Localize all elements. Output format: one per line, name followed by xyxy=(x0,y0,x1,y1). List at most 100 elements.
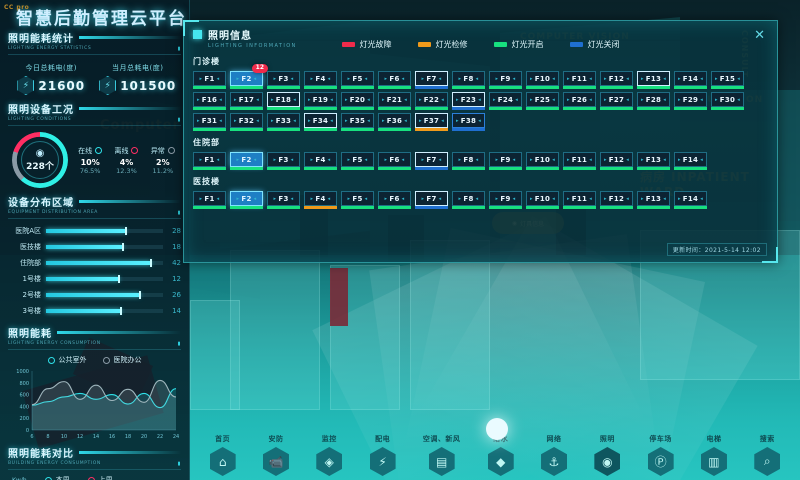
cell-box: ▸ F2 ◂ xyxy=(230,152,263,167)
close-icon[interactable]: ✕ xyxy=(754,28,765,43)
cell-label: F1 xyxy=(204,155,215,164)
lighting-cell-f3[interactable]: ▸ F3 ◂ xyxy=(267,191,300,209)
lighting-cell-f16[interactable]: ▸ F16 ◂ xyxy=(193,92,226,110)
lighting-cell-f4[interactable]: ▸ F4 ◂ xyxy=(304,191,337,209)
svg-text:18: 18 xyxy=(125,434,131,439)
nav-item-bolt[interactable]: ⚡ 配电 xyxy=(369,434,396,476)
lighting-cell-f10[interactable]: ▸ F10 ◂ xyxy=(526,191,559,209)
nav-item-water[interactable]: ◆给水 xyxy=(487,434,514,476)
nav-item-parking[interactable]: Ⓟ 停车场 xyxy=(647,434,674,476)
bracket-icon: ◂ xyxy=(512,75,516,82)
cell-status-bar xyxy=(452,128,485,131)
lighting-cell-f1[interactable]: ▸ F1 ◂ xyxy=(193,191,226,209)
nav-item-home[interactable]: ⌂ 首页 xyxy=(209,434,236,476)
nav-item-shield[interactable]: ◈ 监控 xyxy=(316,434,343,476)
lighting-cell-f29[interactable]: ▸ F29 ◂ xyxy=(674,92,707,110)
lighting-cell-f9[interactable]: ▸ F9 ◂ xyxy=(489,71,522,89)
lighting-cell-f15[interactable]: ▸ F15 ◂ xyxy=(711,71,744,89)
lighting-cell-f36[interactable]: ▸ F36 ◂ xyxy=(378,113,411,131)
lighting-cell-f26[interactable]: ▸ F26 ◂ xyxy=(563,92,596,110)
lighting-cell-f17[interactable]: ▸ F17 ◂ xyxy=(230,92,263,110)
lighting-cell-f6[interactable]: ▸ F6 ◂ xyxy=(378,191,411,209)
nav-item-network[interactable]: ⚓ 网络 xyxy=(541,434,568,476)
lighting-cell-f24[interactable]: ▸ F24 ◂ xyxy=(489,92,522,110)
bracket-icon: ◂ xyxy=(401,156,405,163)
series-toggle-outdoor[interactable]: 公共室外 xyxy=(47,355,87,365)
lighting-cell-f4[interactable]: ▸ F4 ◂ xyxy=(304,71,337,89)
cell-box: ▸ F10 ◂ xyxy=(526,71,559,86)
lighting-cell-f14[interactable]: ▸ F14 ◂ xyxy=(674,71,707,89)
bracket-icon: ▸ xyxy=(236,156,240,163)
radio-icon xyxy=(47,356,55,364)
lighting-cell-f13[interactable]: ▸ F13 ◂ xyxy=(637,191,670,209)
bracket-icon: ▸ xyxy=(714,96,718,103)
nav-item-bulb[interactable]: ◉ 照明 xyxy=(594,434,621,476)
lighting-cell-f2[interactable]: ▸ F2 ◂ 12 xyxy=(230,64,268,89)
nav-item-elevator[interactable]: ▥ 电梯 xyxy=(700,434,727,476)
lighting-cell-f2[interactable]: ▸ F2 ◂ xyxy=(230,191,263,209)
lighting-cell-f12[interactable]: ▸ F12 ◂ xyxy=(600,191,633,209)
lighting-cell-f20[interactable]: ▸ F20 ◂ xyxy=(341,92,374,110)
lighting-cell-f30[interactable]: ▸ F30 ◂ xyxy=(711,92,744,110)
lighting-cell-f8[interactable]: ▸ F8 ◂ xyxy=(452,71,485,89)
lighting-cell-f5[interactable]: ▸ F5 ◂ xyxy=(341,71,374,89)
series-toggle-this-week[interactable]: 本周 xyxy=(44,475,70,480)
lighting-cell-f27[interactable]: ▸ F27 ◂ xyxy=(600,92,633,110)
lighting-cell-f21[interactable]: ▸ F21 ◂ xyxy=(378,92,411,110)
lighting-cell-f10[interactable]: ▸ F10 ◂ xyxy=(526,152,559,170)
lighting-cell-f8[interactable]: ▸ F8 ◂ xyxy=(452,191,485,209)
lighting-cell-f1[interactable]: ▸ F1 ◂ xyxy=(193,152,226,170)
lighting-cell-f28[interactable]: ▸ F28 ◂ xyxy=(637,92,670,110)
lighting-cell-f5[interactable]: ▸ F5 ◂ xyxy=(341,152,374,170)
cell-label: F37 xyxy=(423,116,440,125)
cell-label: F12 xyxy=(608,74,625,83)
lighting-cell-f25[interactable]: ▸ F25 ◂ xyxy=(526,92,559,110)
lighting-cell-f11[interactable]: ▸ F11 ◂ xyxy=(563,191,596,209)
lighting-cell-f6[interactable]: ▸ F6 ◂ xyxy=(378,71,411,89)
cell-label: F23 xyxy=(460,95,477,104)
lighting-cell-f14[interactable]: ▸ F14 ◂ xyxy=(674,152,707,170)
lighting-cell-f3[interactable]: ▸ F3 ◂ xyxy=(267,71,300,89)
lighting-cell-f14[interactable]: ▸ F14 ◂ xyxy=(674,191,707,209)
lighting-cell-f13[interactable]: ▸ F13 ◂ xyxy=(637,152,670,170)
lighting-cell-f23[interactable]: ▸ F23 ◂ xyxy=(452,92,485,110)
lighting-cell-f1[interactable]: ▸ F1 ◂ xyxy=(193,71,226,89)
lighting-cell-f32[interactable]: ▸ F32 ◂ xyxy=(230,113,263,131)
lighting-cell-f4[interactable]: ▸ F4 ◂ xyxy=(304,152,337,170)
lighting-cell-f11[interactable]: ▸ F11 ◂ xyxy=(563,71,596,89)
lighting-cell-f11[interactable]: ▸ F11 ◂ xyxy=(563,152,596,170)
lighting-cell-f35[interactable]: ▸ F35 ◂ xyxy=(341,113,374,131)
bracket-icon: ◂ xyxy=(330,117,334,124)
nav-item-hvac[interactable]: ▤ 空调、新风 xyxy=(423,434,461,476)
series-toggle-office[interactable]: 医院办公 xyxy=(102,355,142,365)
lighting-cell-f19[interactable]: ▸ F19 ◂ xyxy=(304,92,337,110)
lighting-cell-f5[interactable]: ▸ F5 ◂ xyxy=(341,191,374,209)
lighting-cell-f7[interactable]: ▸ F7 ◂ xyxy=(415,191,448,209)
lighting-cell-f13[interactable]: ▸ F13 ◂ xyxy=(637,71,670,89)
lighting-cell-f37[interactable]: ▸ F37 ◂ xyxy=(415,113,448,131)
lighting-cell-f10[interactable]: ▸ F10 ◂ xyxy=(526,71,559,89)
lighting-cell-f31[interactable]: ▸ F31 ◂ xyxy=(193,113,226,131)
cell-box: ▸ F7 ◂ xyxy=(415,152,448,167)
lighting-cell-f18[interactable]: ▸ F18 ◂ xyxy=(267,92,300,110)
lighting-cell-f9[interactable]: ▸ F9 ◂ xyxy=(489,191,522,209)
lighting-cell-f8[interactable]: ▸ F8 ◂ xyxy=(452,152,485,170)
lighting-cell-f6[interactable]: ▸ F6 ◂ xyxy=(378,152,411,170)
lighting-cell-f2[interactable]: ▸ F2 ◂ xyxy=(230,152,263,170)
lighting-cell-f12[interactable]: ▸ F12 ◂ xyxy=(600,71,633,89)
lighting-cell-f7[interactable]: ▸ F7 ◂ xyxy=(415,71,448,89)
nav-item-camera[interactable]: 📹 安防 xyxy=(262,434,289,476)
series-toggle-last-week[interactable]: 上周 xyxy=(87,475,113,480)
nav-item-search[interactable]: ⌕ 搜索 xyxy=(754,434,781,476)
lighting-cell-f38[interactable]: ▸ F38 ◂ xyxy=(452,113,485,131)
lighting-cell-f34[interactable]: ▸ F34 ◂ xyxy=(304,113,337,131)
lighting-cell-f33[interactable]: ▸ F33 ◂ xyxy=(267,113,300,131)
camera-icon: 📹 xyxy=(262,447,289,476)
lighting-cell-f3[interactable]: ▸ F3 ◂ xyxy=(267,152,300,170)
cell-label: F5 xyxy=(352,155,363,164)
lighting-cell-f22[interactable]: ▸ F22 ◂ xyxy=(415,92,448,110)
lighting-cell-f12[interactable]: ▸ F12 ◂ xyxy=(600,152,633,170)
lighting-cell-f7[interactable]: ▸ F7 ◂ xyxy=(415,152,448,170)
svg-text:1000: 1000 xyxy=(16,369,29,375)
lighting-cell-f9[interactable]: ▸ F9 ◂ xyxy=(489,152,522,170)
